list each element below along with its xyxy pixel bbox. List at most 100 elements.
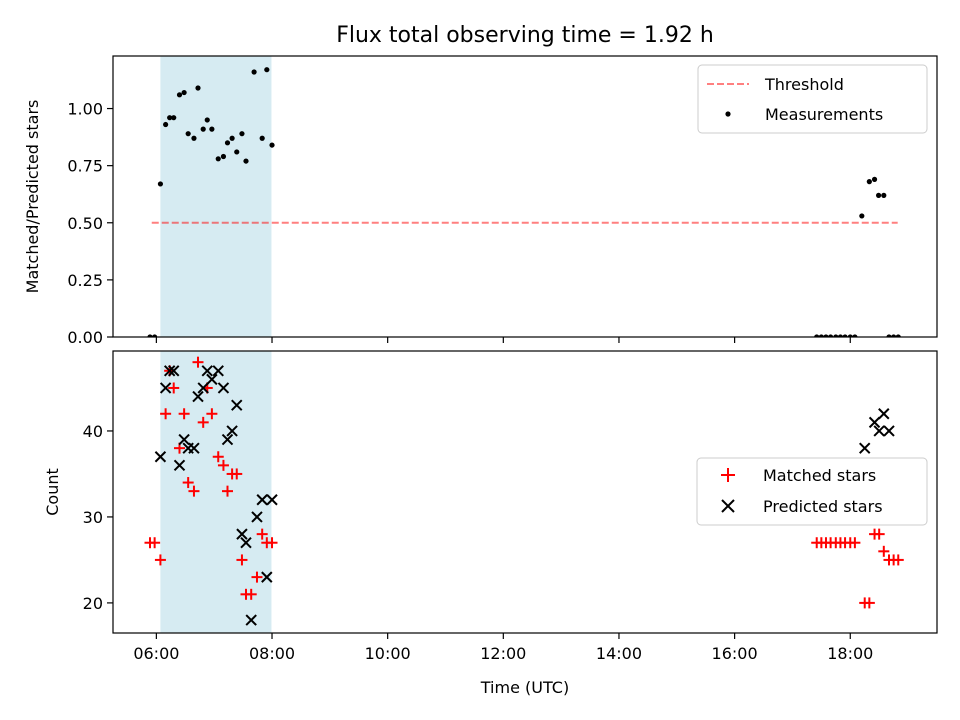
predicted-stars-point (245, 614, 257, 626)
measurement-point (229, 135, 235, 141)
predicted-stars-point (231, 399, 243, 411)
bottom-data-marks (144, 356, 904, 626)
predicted-stars-point (878, 408, 890, 420)
measurement-point (181, 89, 187, 96)
predicted-stars-point-b (245, 614, 257, 626)
measurement-point (859, 213, 865, 219)
matched-stars-point (892, 554, 904, 566)
predicted-stars-point-b (883, 425, 895, 437)
top-data-marks (147, 67, 901, 337)
matched-stars-point (231, 468, 243, 480)
predicted-stars-point (251, 511, 263, 523)
matched-stars-point (160, 408, 172, 420)
legend-measurements-swatch (725, 111, 731, 117)
matched-stars-point (251, 571, 263, 583)
predicted-stars-point-b (201, 365, 213, 377)
matched-stars-point (154, 554, 166, 566)
measurement-point (204, 117, 210, 123)
predicted-stars-point-b (168, 365, 180, 377)
matched-stars-point (188, 485, 200, 497)
matched-stars-point (149, 537, 161, 549)
predicted-stars-point-b (859, 442, 871, 454)
matched-stars-point (266, 537, 278, 549)
predicted-stars-point (173, 459, 186, 472)
measurement-point (269, 142, 275, 148)
measurement-point (895, 334, 901, 337)
measurement-point (200, 126, 206, 132)
measurement-point (185, 131, 191, 137)
legend-predicted-swatch-b (721, 499, 735, 513)
measurement-point (157, 181, 164, 187)
legend-predicted-swatch (721, 499, 735, 513)
matched-stars-point (878, 545, 890, 557)
top-y-tick-label: 1.00 (67, 100, 103, 119)
legend-predicted-label: Predicted stars (763, 497, 883, 516)
matched-stars-point (863, 597, 875, 609)
measurement-point (167, 115, 173, 121)
bottom-y-axis-label: Count (43, 468, 62, 516)
predicted-stars-point-b (878, 408, 890, 420)
predicted-stars-point-b (159, 382, 172, 394)
predicted-stars-point (188, 442, 200, 454)
predicted-stars-point (236, 528, 248, 540)
measurement-point (171, 115, 177, 121)
chart-title: Flux total observing time = 1.92 h (336, 23, 714, 48)
bottom-legend-box (696, 457, 928, 526)
legend-matched-swatch (721, 468, 735, 482)
matched-stars-point (217, 459, 229, 471)
predicted-stars-point-b (206, 373, 218, 386)
matched-stars-point (873, 528, 885, 540)
x-tick-label: 18:00 (827, 644, 873, 663)
predicted-stars-point (212, 365, 224, 377)
legend-measurements-label: Measurements (765, 105, 883, 124)
predicted-stars-point (192, 390, 204, 403)
top-y-axis-label: Matched/Predicted stars (23, 100, 42, 294)
predicted-stars-point-b (173, 459, 186, 472)
predicted-stars-point-b (192, 390, 204, 403)
predicted-stars-point-b (163, 365, 176, 377)
measurement-point (875, 192, 882, 198)
predicted-stars-point-b (212, 365, 224, 377)
predicted-stars-point (883, 425, 895, 437)
measurement-point (866, 179, 872, 185)
bottom-y-tick-label: 30 (83, 508, 103, 527)
bottom-legend: Matched stars Predicted stars (696, 457, 928, 526)
top-y-tick-label: 0.25 (67, 271, 103, 290)
measurement-point (847, 334, 853, 337)
measurement-point (842, 334, 848, 337)
top-legend: Threshold Measurements (697, 64, 928, 134)
predicted-stars-point (206, 373, 218, 386)
top-axes-frame (112, 55, 938, 338)
predicted-stars-point (154, 451, 167, 463)
measurement-point (837, 334, 844, 337)
predicted-stars-point (163, 365, 176, 377)
predicted-stars-point-b (251, 511, 263, 523)
predicted-stars-point (240, 537, 252, 549)
matched-stars-point (197, 416, 209, 428)
predicted-stars-point-b (266, 494, 278, 506)
x-tick-label: 06:00 (133, 644, 179, 663)
x-tick-label: 10:00 (365, 644, 411, 663)
predicted-stars-point-b (221, 433, 234, 446)
matched-stars-point (236, 554, 248, 566)
x-tick-label: 08:00 (249, 644, 295, 663)
predicted-stars-point (159, 382, 172, 394)
measurement-point (886, 334, 892, 337)
predicted-stars-point-b (240, 537, 252, 549)
bottom-y-tick-label: 40 (83, 422, 103, 441)
predicted-stars-point (168, 365, 180, 377)
predicted-stars-point-b (231, 399, 243, 411)
matched-stars-point (168, 382, 180, 394)
predicted-stars-point (256, 494, 268, 506)
predicted-stars-point (178, 433, 190, 446)
x-tick-label: 16:00 (712, 644, 758, 663)
predicted-stars-point-b (154, 451, 167, 463)
legend-matched-label: Matched stars (763, 466, 876, 485)
measurement-point (243, 158, 249, 164)
matched-stars-point (245, 588, 257, 600)
predicted-stars-point-b (868, 416, 881, 429)
predicted-stars-point (201, 365, 213, 377)
predicted-stars-point (868, 416, 881, 429)
bottom-y-tick-label: 20 (83, 594, 103, 613)
